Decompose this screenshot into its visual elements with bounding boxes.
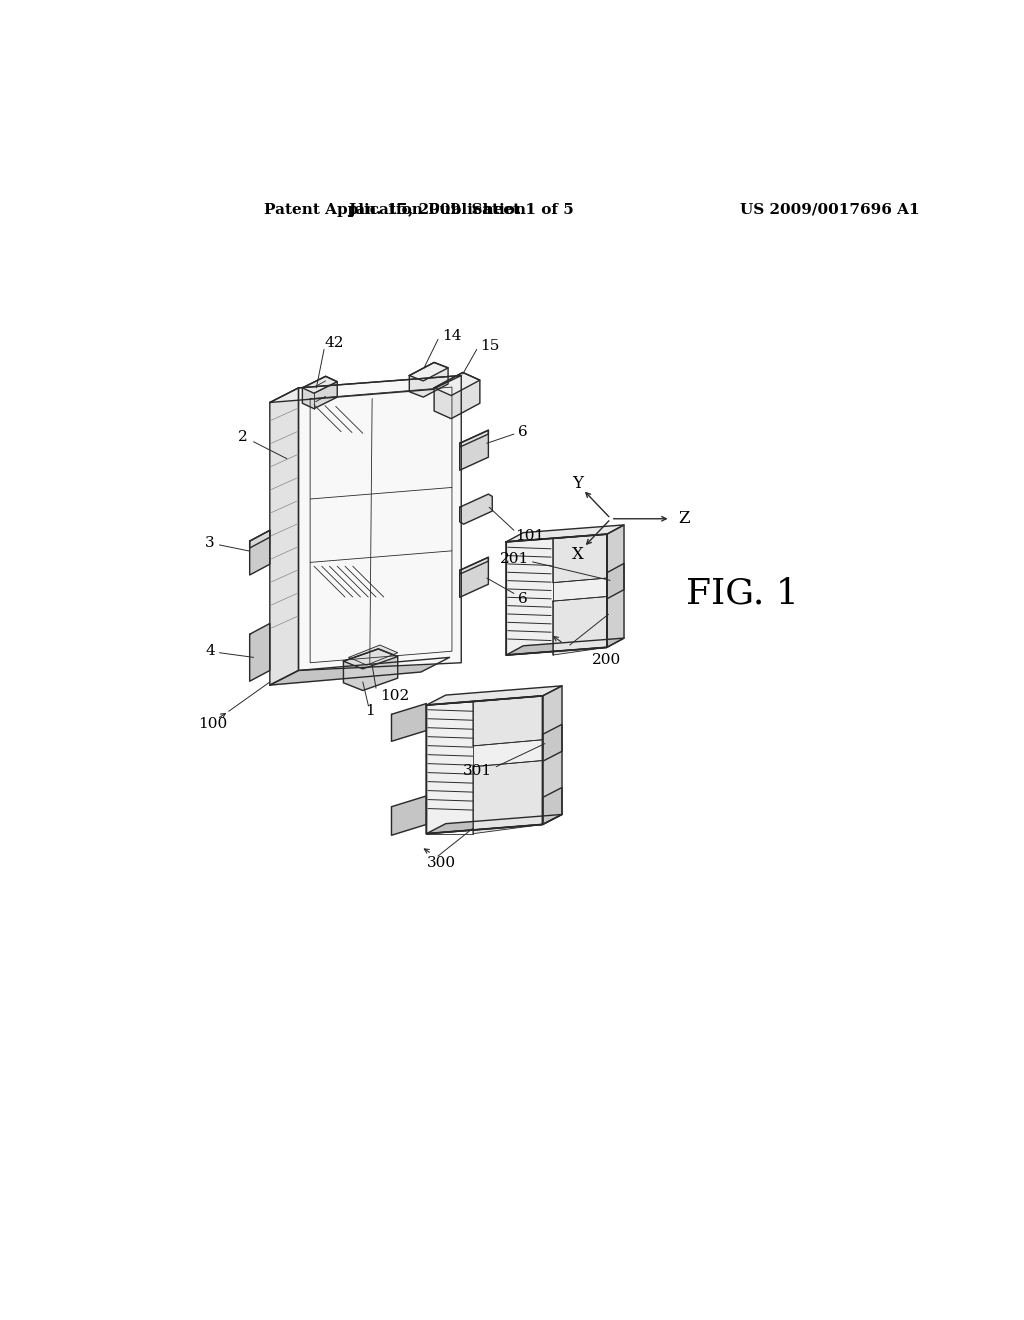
Text: 102: 102 xyxy=(380,689,410,702)
Polygon shape xyxy=(391,796,426,836)
Text: FIG. 1: FIG. 1 xyxy=(686,577,799,610)
Polygon shape xyxy=(434,372,480,418)
Polygon shape xyxy=(343,649,397,669)
Text: 100: 100 xyxy=(199,717,228,731)
Polygon shape xyxy=(460,430,488,447)
Polygon shape xyxy=(270,388,299,685)
Text: 1: 1 xyxy=(365,705,375,718)
Text: 2: 2 xyxy=(239,430,248,444)
Polygon shape xyxy=(299,376,461,671)
Polygon shape xyxy=(250,531,270,548)
Polygon shape xyxy=(460,494,493,524)
Polygon shape xyxy=(302,376,337,393)
Text: 3: 3 xyxy=(205,536,215,550)
Text: 101: 101 xyxy=(515,529,545,543)
Polygon shape xyxy=(426,814,562,834)
Polygon shape xyxy=(506,525,624,543)
Polygon shape xyxy=(543,686,562,825)
Text: Y: Y xyxy=(572,475,583,492)
Polygon shape xyxy=(543,788,562,825)
Polygon shape xyxy=(426,696,543,834)
Text: 300: 300 xyxy=(427,855,457,870)
Text: 42: 42 xyxy=(324,337,344,350)
Polygon shape xyxy=(607,525,624,647)
Polygon shape xyxy=(343,649,397,690)
Polygon shape xyxy=(473,760,543,834)
Text: 6: 6 xyxy=(518,425,527,438)
Text: 200: 200 xyxy=(592,653,621,667)
Polygon shape xyxy=(391,704,426,742)
Polygon shape xyxy=(250,531,270,576)
Text: Z: Z xyxy=(678,511,690,527)
Polygon shape xyxy=(270,657,450,685)
Polygon shape xyxy=(553,597,607,655)
Polygon shape xyxy=(426,686,562,705)
Text: 6: 6 xyxy=(518,591,527,606)
Text: 14: 14 xyxy=(442,329,462,342)
Text: X: X xyxy=(571,546,584,564)
Polygon shape xyxy=(434,372,480,396)
Polygon shape xyxy=(250,623,270,681)
Text: Jan. 15, 2009  Sheet 1 of 5: Jan. 15, 2009 Sheet 1 of 5 xyxy=(348,203,574,216)
Text: US 2009/0017696 A1: US 2009/0017696 A1 xyxy=(740,203,920,216)
Polygon shape xyxy=(410,363,449,381)
Text: 301: 301 xyxy=(463,763,493,777)
Text: 15: 15 xyxy=(480,338,500,352)
Polygon shape xyxy=(460,430,488,470)
Polygon shape xyxy=(473,696,543,746)
Polygon shape xyxy=(270,376,461,403)
Polygon shape xyxy=(607,564,624,599)
Text: Patent Application Publication: Patent Application Publication xyxy=(263,203,525,216)
Polygon shape xyxy=(302,376,337,409)
Polygon shape xyxy=(543,725,562,762)
Polygon shape xyxy=(506,638,624,655)
Polygon shape xyxy=(349,645,397,665)
Polygon shape xyxy=(506,535,607,655)
Polygon shape xyxy=(460,557,488,597)
Text: 201: 201 xyxy=(500,552,529,566)
Text: 4: 4 xyxy=(205,644,215,659)
Polygon shape xyxy=(410,363,449,397)
Polygon shape xyxy=(553,535,607,582)
Polygon shape xyxy=(460,557,488,574)
